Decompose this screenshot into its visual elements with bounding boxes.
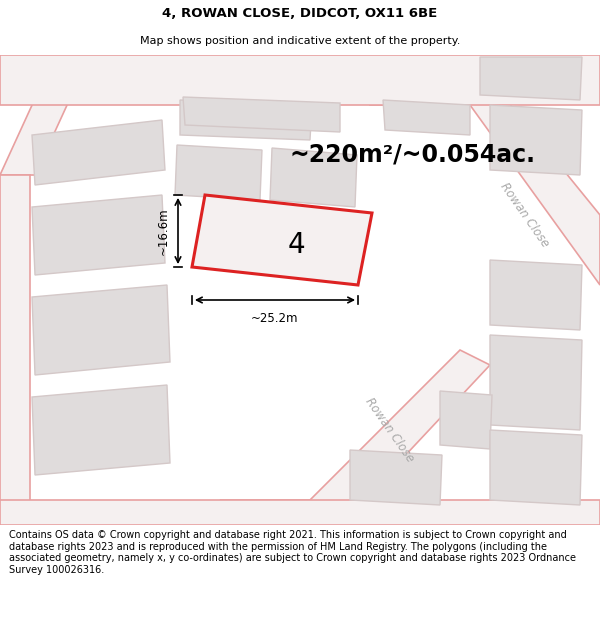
Polygon shape — [0, 500, 600, 525]
Polygon shape — [32, 120, 165, 185]
Polygon shape — [490, 260, 582, 330]
Text: 4, ROWAN CLOSE, DIDCOT, OX11 6BE: 4, ROWAN CLOSE, DIDCOT, OX11 6BE — [163, 8, 437, 20]
Polygon shape — [480, 57, 582, 100]
Polygon shape — [270, 148, 357, 207]
Polygon shape — [0, 55, 90, 175]
Polygon shape — [175, 145, 262, 200]
Text: ~25.2m: ~25.2m — [251, 312, 299, 325]
Polygon shape — [370, 55, 600, 285]
Text: Rowan Close: Rowan Close — [363, 395, 417, 465]
Text: ~16.6m: ~16.6m — [157, 208, 170, 255]
Text: 4: 4 — [288, 231, 305, 259]
Polygon shape — [220, 350, 490, 525]
Polygon shape — [383, 100, 470, 135]
Polygon shape — [0, 55, 600, 105]
Polygon shape — [350, 450, 442, 505]
Polygon shape — [180, 100, 312, 140]
Polygon shape — [490, 105, 582, 175]
Text: ~220m²/~0.054ac.: ~220m²/~0.054ac. — [290, 143, 536, 167]
Polygon shape — [32, 195, 165, 275]
Polygon shape — [0, 175, 30, 525]
Polygon shape — [32, 385, 170, 475]
Text: Map shows position and indicative extent of the property.: Map shows position and indicative extent… — [140, 36, 460, 46]
Text: Contains OS data © Crown copyright and database right 2021. This information is : Contains OS data © Crown copyright and d… — [9, 530, 576, 575]
Polygon shape — [490, 335, 582, 430]
Text: Rowan Close: Rowan Close — [498, 180, 552, 250]
Polygon shape — [440, 391, 492, 449]
Polygon shape — [32, 285, 170, 375]
Polygon shape — [192, 195, 372, 285]
Polygon shape — [490, 430, 582, 505]
Polygon shape — [183, 97, 340, 132]
